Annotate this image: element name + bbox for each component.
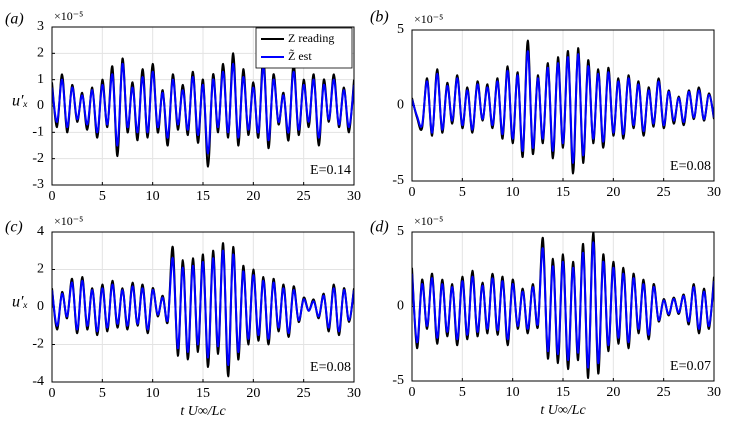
x-tick-label: 30	[707, 385, 721, 400]
y-tick-label: 0	[37, 299, 44, 314]
x-tick-label: 25	[297, 189, 311, 204]
x-tick-label: 0	[49, 189, 56, 204]
plot-frame	[51, 231, 355, 383]
y-tick-label: 3	[37, 19, 44, 34]
plot-frame	[411, 231, 715, 382]
y-tick-label: -3	[32, 177, 44, 192]
y-tick-label: -2	[32, 151, 44, 166]
axis-multiplier: ×10⁻⁵	[414, 214, 443, 228]
x-tick-label: 0	[409, 385, 416, 400]
x-tick-label: 5	[99, 386, 106, 401]
series-line	[412, 50, 714, 164]
axis-multiplier: ×10⁻⁵	[54, 9, 83, 23]
y-tick-label: 1	[37, 72, 44, 87]
x-tick-label: 0	[409, 185, 416, 200]
y-tick-label: 0	[397, 98, 404, 113]
annotation: E=0.08	[670, 159, 711, 174]
y-tick-label: 2	[37, 262, 44, 277]
x-tick-label: 30	[707, 185, 721, 200]
y-axis-label: u′ₓ	[12, 294, 28, 311]
legend-box	[255, 27, 353, 69]
y-tick-label: -2	[32, 337, 44, 352]
y-tick-label: 0	[397, 299, 404, 314]
y-tick-label: -4	[32, 374, 44, 389]
legend-label: Z̃ est	[288, 48, 312, 62]
plot-frame	[51, 26, 355, 186]
x-tick-label: 10	[506, 185, 520, 200]
series-line	[52, 62, 354, 155]
legend-label: Z reading	[288, 31, 334, 45]
axis-multiplier: ×10⁻⁵	[414, 12, 443, 26]
panel-label: (c)	[5, 219, 23, 236]
panel-label: (a)	[5, 11, 24, 28]
panel-label: (d)	[370, 219, 389, 236]
y-axis-label: u′ₓ	[12, 93, 28, 110]
axis-multiplier: ×10⁻⁵	[54, 214, 83, 228]
y-tick-label: 0	[37, 98, 44, 113]
x-axis-label: t U∞/Lc	[180, 404, 226, 419]
y-tick-label: -5	[392, 373, 404, 388]
x-tick-label: 15	[556, 185, 570, 200]
x-tick-label: 15	[196, 189, 210, 204]
panel-label: (b)	[370, 9, 389, 26]
y-tick-label: 2	[37, 46, 44, 61]
x-tick-label: 20	[246, 386, 260, 401]
annotation: E=0.07	[670, 359, 711, 374]
y-tick-label: -5	[392, 173, 404, 188]
x-tick-label: 0	[49, 386, 56, 401]
x-tick-label: 15	[556, 385, 570, 400]
x-tick-label: 20	[606, 185, 620, 200]
x-tick-label: 25	[657, 185, 671, 200]
series-line	[52, 249, 354, 367]
x-tick-label: 20	[606, 385, 620, 400]
y-tick-label: 5	[397, 224, 404, 239]
x-tick-label: 20	[246, 189, 260, 204]
x-tick-label: 5	[459, 185, 466, 200]
x-tick-label: 25	[657, 385, 671, 400]
x-axis-label: t U∞/Lc	[540, 403, 586, 418]
y-tick-label: 4	[37, 224, 44, 239]
plot-frame	[411, 29, 715, 182]
x-tick-label: 15	[196, 386, 210, 401]
x-tick-label: 5	[459, 385, 466, 400]
y-tick-label: -1	[32, 125, 44, 140]
x-tick-label: 10	[146, 189, 160, 204]
x-tick-label: 10	[506, 385, 520, 400]
x-tick-label: 5	[99, 189, 106, 204]
x-tick-label: 25	[297, 386, 311, 401]
series-line	[412, 241, 714, 369]
y-tick-label: 5	[397, 22, 404, 37]
annotation: E=0.14	[310, 163, 351, 178]
x-tick-label: 30	[347, 189, 361, 204]
x-tick-label: 10	[146, 386, 160, 401]
annotation: E=0.08	[310, 360, 351, 375]
x-tick-label: 30	[347, 386, 361, 401]
